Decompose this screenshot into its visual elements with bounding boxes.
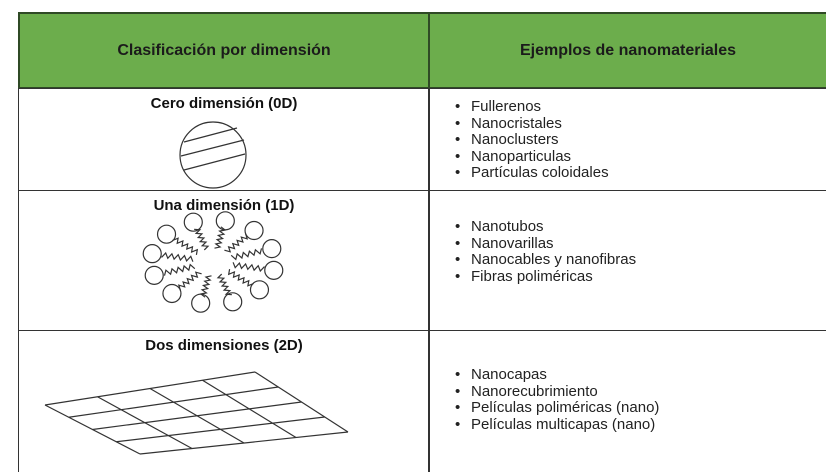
drawing-part [223,292,243,312]
drawing-part [139,431,349,455]
drawing-part [172,237,199,256]
example-item: Nanotubos [455,218,826,236]
drawing-part [262,239,282,259]
example-item: Nanorecubrimiento [455,383,826,401]
drawing-part [232,261,265,273]
examples-list: NanocapasNanorecubrimientoPelículas poli… [453,366,826,434]
dimension-label: Cero dimensión (0D) [150,95,298,112]
examples-list: FullerenosNanocristalesNanoclustersNanop… [453,98,826,182]
drawing-part [163,263,196,276]
example-item: Nanocristales [455,115,826,133]
example-item: Fullerenos [455,98,826,116]
drawing-part [161,251,194,263]
drawing-part [144,265,164,285]
drawing-part [116,416,325,443]
drawing-part [224,233,249,253]
example-item: Películas multicapas (nano) [455,416,826,434]
example-item: Películas poliméricas (nano) [455,399,826,417]
examples-cell: NanocapasNanorecubrimientoPelículas poli… [428,330,826,472]
examples-cell: NanotubosNanovarillasNanocables y nanofi… [428,190,826,331]
drawing-part [199,275,212,298]
header-text: Ejemplos de nanomateriales [519,41,737,59]
dimension-label: Dos dimensiones (2D) [145,337,303,354]
header-cell: Clasificación por dimensión [18,12,430,89]
drawing-part [215,211,235,231]
drawing-part [214,226,227,249]
examples-cell: FullerenosNanocristalesNanoclustersNanop… [428,88,826,191]
drawing-part [230,248,263,261]
example-item: Nanovarillas [455,235,826,253]
dimension-cell: Dos dimensiones (2D) [18,330,430,472]
drawing-part [142,244,162,264]
micelle-icon [142,211,284,313]
drawing-part [264,260,284,280]
drawing-part [162,283,182,304]
example-item: Nanoparticulas [455,148,826,166]
dimension-label: Una dimensión (1D) [153,197,295,214]
sphere-icon [179,121,247,189]
drawing-part [177,271,202,291]
drawing-part [194,228,210,251]
example-item: Fibras poliméricas [455,268,826,286]
illustrations [44,121,349,455]
drawing-part [254,371,349,433]
drawing-part [227,268,254,287]
drawing-part [202,379,297,439]
header-text: Clasificación por dimensión [117,41,331,59]
drawing-part [216,273,232,296]
examples-list: NanotubosNanovarillasNanocables y nanofi… [453,218,826,286]
grid-icon [44,371,349,455]
drawing-part [244,220,264,241]
header-cell: Ejemplos de nanomateriales [428,12,826,89]
example-item: Nanocapas [455,366,826,384]
drawing-part [249,280,270,300]
drawing-part [183,212,203,232]
drawing-part [92,401,302,431]
drawing-part [156,224,177,244]
drawing-part [191,293,211,313]
example-item: Nanoclusters [455,131,826,149]
example-item: Partículas coloidales [455,164,826,182]
example-item: Nanocables y nanofibras [455,251,826,269]
